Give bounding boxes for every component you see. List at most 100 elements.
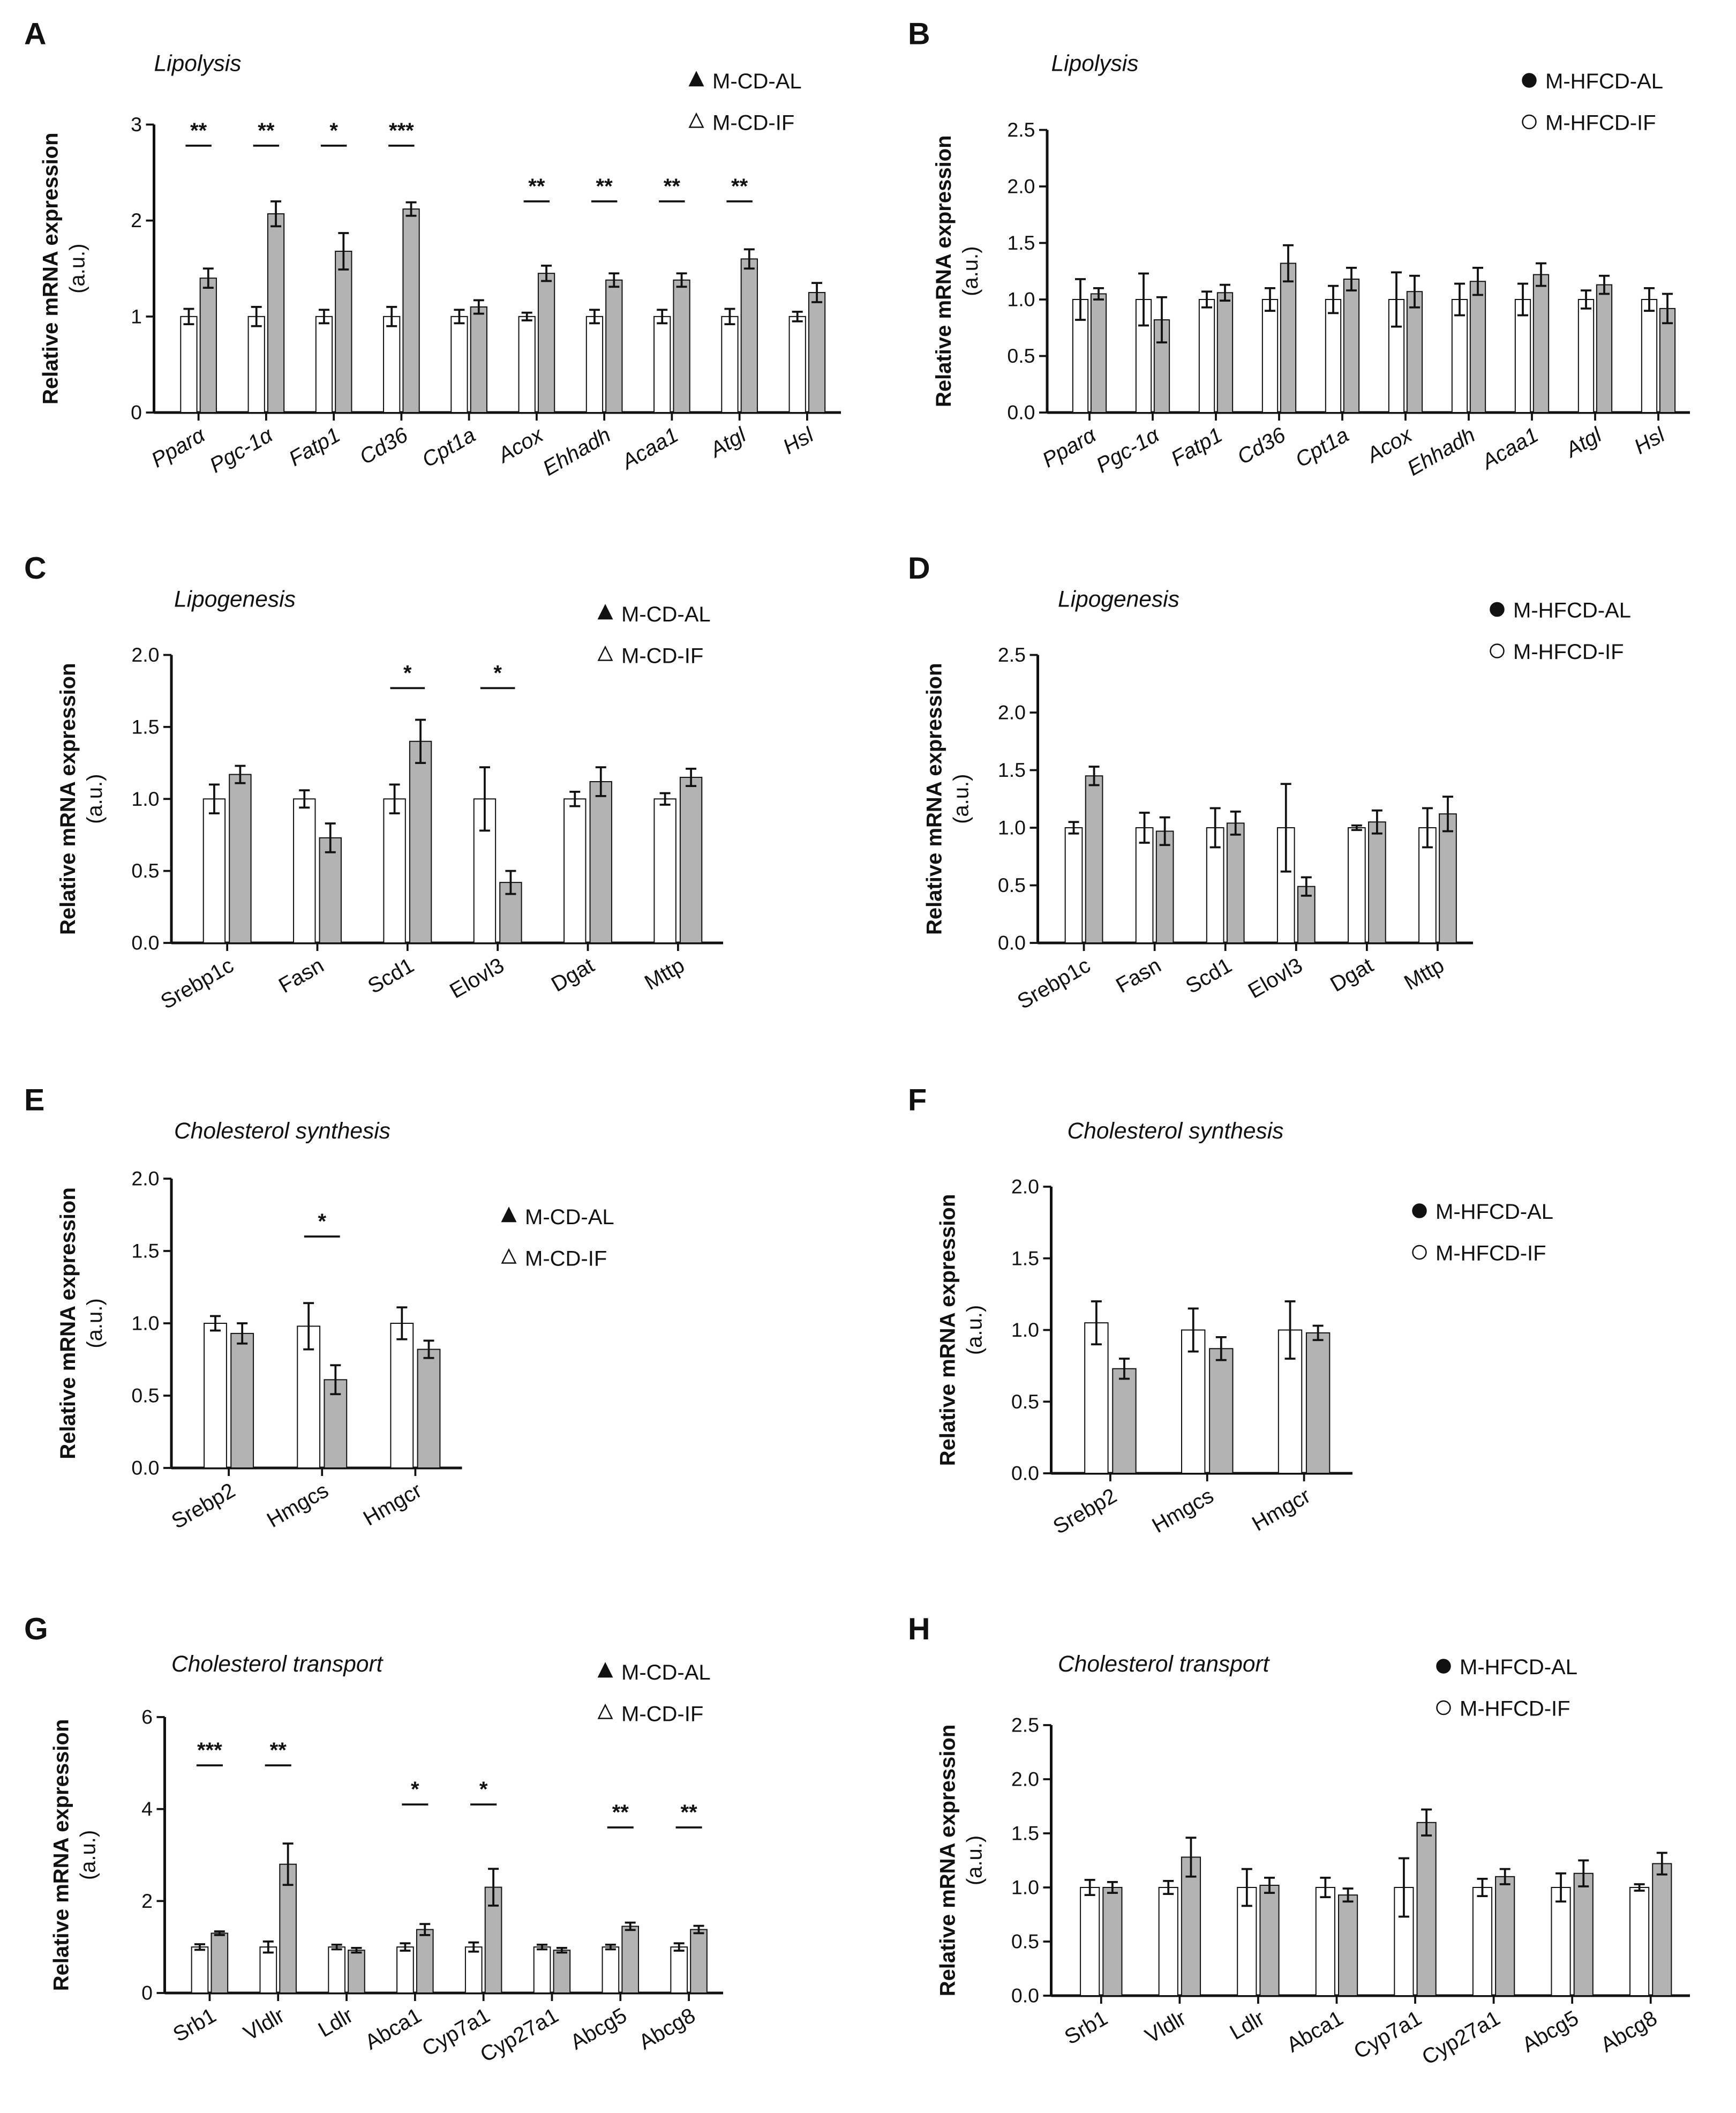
bar-al (1135, 827, 1154, 944)
panel-title: Cholesterol synthesis (1068, 1119, 1284, 1144)
y-tick-label: 1.0 (1011, 1318, 1039, 1341)
panel-letter: G (24, 1612, 48, 1646)
bar-if (1439, 813, 1457, 944)
x-tick-label: Fasn (1112, 954, 1165, 998)
bar-if (1216, 292, 1234, 414)
bar-al (1451, 299, 1468, 414)
significance-label: * (479, 1778, 488, 1801)
x-tick-label: Dgat (1326, 954, 1377, 996)
y-axis-label: Relative mRNA expression (39, 132, 63, 404)
x-tick-label: Abcg5 (567, 2004, 631, 2055)
y-axis-label-units: (a.u.) (66, 244, 89, 294)
bar-al (383, 798, 406, 944)
bar-if (211, 1932, 229, 1994)
bar-al (328, 1946, 345, 1994)
x-tick-label: Ehhadh (1403, 423, 1479, 481)
x-tick-label: Cd36 (356, 423, 412, 469)
bar-if (1337, 1894, 1358, 1996)
legend-marker (688, 71, 704, 87)
bar-al (315, 316, 333, 414)
y-tick-label: 2 (141, 1890, 153, 1912)
y-tick-label: 2.0 (998, 701, 1026, 724)
bar-if (1368, 821, 1386, 944)
legend-marker (1522, 73, 1537, 88)
y-axis-label-units: (a.u.) (963, 1835, 987, 1885)
y-axis-label: Relative mRNA expression (50, 1719, 73, 1991)
x-tick-label: Hmgcs (1148, 1484, 1218, 1538)
bar-if (1532, 274, 1550, 414)
legend-label: M-HFCD-AL (1545, 70, 1663, 93)
legend-marker (1412, 1245, 1427, 1260)
y-axis-label: Relative mRNA expression (936, 1725, 960, 1997)
bar-al (1315, 1886, 1335, 1996)
bar-al (1551, 1886, 1571, 1996)
y-tick-label: 6 (141, 1706, 153, 1728)
bar-al (1084, 1322, 1109, 1474)
y-tick-label: 1.0 (131, 788, 159, 810)
y-axis-label: Relative mRNA expression (56, 1187, 80, 1459)
panel-letter: F (908, 1083, 927, 1118)
x-tick-label: Srb1 (169, 2004, 220, 2047)
bar-al (1064, 827, 1083, 944)
x-tick-label: Hmgcs (263, 1479, 333, 1532)
y-tick-label: 2 (131, 209, 142, 231)
bar-if (553, 1950, 571, 1994)
bar-if (589, 781, 612, 943)
x-tick-label: Srebp1c (1013, 954, 1094, 1014)
y-tick-label: 2.0 (131, 1167, 159, 1190)
x-tick-label: Pparα (147, 423, 209, 472)
y-tick-label: 0.5 (998, 874, 1026, 896)
x-tick-label: Cpt1a (418, 423, 479, 472)
significance-label: ** (596, 175, 613, 198)
bar-if (537, 273, 555, 414)
bar-if (335, 251, 352, 414)
x-tick-label: Abcg8 (1597, 2006, 1661, 2057)
x-tick-label: Abca1 (1283, 2006, 1347, 2057)
bar-if (348, 1950, 365, 1994)
bar-al (518, 316, 536, 414)
bar-if (267, 213, 285, 414)
x-tick-label: Mttp (641, 954, 688, 995)
x-tick-label: Hsl (1630, 423, 1669, 459)
bar-al (585, 316, 604, 414)
significance-label: ** (190, 119, 207, 143)
panel-f: F Cholesterol synthesis M-HFCD-AL M-HFCD-IF… (908, 1083, 1553, 1539)
legend-label: M-CD-AL (621, 1661, 711, 1684)
y-tick-label: 1.0 (1011, 1876, 1039, 1899)
y-tick-label: 2.0 (1007, 175, 1035, 198)
y-tick-label: 2.5 (1007, 118, 1035, 141)
significance-label: ** (270, 1739, 287, 1762)
y-axis-label-units: (a.u.) (959, 246, 982, 296)
x-tick-label: Scd1 (1182, 954, 1236, 999)
bar-if (1659, 308, 1676, 414)
bar-if (740, 258, 758, 414)
y-tick-label: 0.5 (1007, 344, 1035, 367)
legend-label: M-CD-AL (621, 603, 711, 626)
y-tick-label: 2.0 (131, 643, 159, 666)
significance-label: *** (197, 1739, 222, 1762)
significance-label: ** (258, 119, 275, 143)
x-tick-label: Srebp2 (1049, 1484, 1121, 1539)
panel-title: Lipolysis (1051, 51, 1139, 77)
x-tick-label: Acaa1 (1477, 423, 1543, 475)
y-axis-label: Relative mRNA expression (923, 663, 946, 935)
bar-al (1577, 299, 1595, 414)
y-tick-label: 0.0 (1007, 401, 1035, 424)
bar-if (470, 306, 487, 414)
significance-label: ** (681, 1801, 698, 1824)
bar-al (464, 1946, 483, 1994)
panel-h: H Cholesterol transport M-HFCD-AL M-HFCD-IF… (908, 1612, 1690, 2070)
bar-if (416, 1929, 434, 1994)
y-axis-label-units: (a.u.) (83, 774, 107, 824)
legend-label: M-HFCD-AL (1436, 1200, 1553, 1224)
significance-label: ** (612, 1801, 629, 1824)
bar-al (653, 798, 677, 944)
y-axis-label: Relative mRNA expression (936, 1194, 960, 1466)
bar-if (1573, 1872, 1594, 1997)
bar-al (204, 1323, 227, 1469)
x-tick-label: Pgc-1α (1092, 423, 1163, 477)
bar-if (621, 1925, 640, 1994)
panel-e: E Cholesterol synthesis M-CD-AL M-CD-IF 0.0 0… (24, 1083, 614, 1534)
legend-label: M-HFCD-IF (1545, 111, 1656, 135)
